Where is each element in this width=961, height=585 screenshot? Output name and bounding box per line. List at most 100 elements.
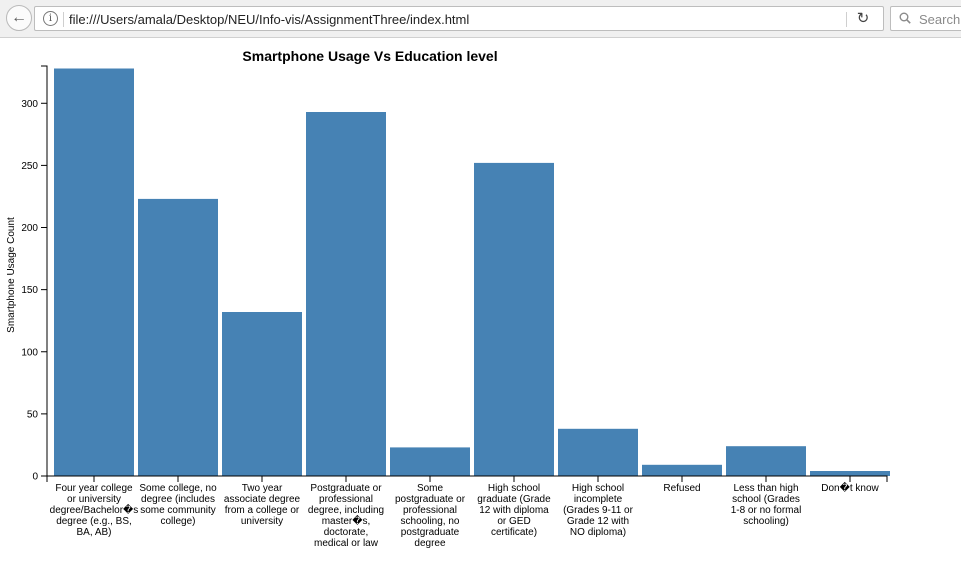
x-tick: Two year associate degree from a college o…: [224, 476, 301, 527]
back-button[interactable]: ←: [6, 5, 32, 31]
y-tick: 150: [21, 285, 47, 296]
x-tick-label-line: degree (includes: [141, 494, 215, 505]
x-tick-label-line: degree: [414, 538, 446, 549]
x-tick-label: Four year college or university degree/Bac…: [50, 483, 139, 538]
x-tick-label-line: Less than high: [733, 483, 798, 494]
x-tick-label: Refused: [663, 483, 700, 494]
x-tick-label-line: associate degree: [224, 494, 301, 505]
x-tick-label-line: professional: [403, 505, 457, 516]
bar-7: [642, 464, 722, 476]
x-tick-label-line: postgraduate: [401, 527, 460, 538]
x-tick-label-line: or university: [67, 494, 121, 505]
x-tick: Don�t know: [821, 476, 880, 494]
x-tick: High school graduate (Grade 12 with diplom…: [477, 476, 551, 538]
x-tick-label-line: degree (e.g., BS,: [56, 516, 132, 527]
bar-9: [810, 471, 890, 476]
x-tick-label: Less than high school (Grades 1-8 or no fo…: [731, 483, 802, 527]
bar-4: [390, 447, 470, 476]
x-tick-label-line: professional: [319, 494, 373, 505]
x-tick-label: Don�t know: [821, 481, 879, 494]
search-bar[interactable]: Search: [890, 6, 961, 31]
y-axis-line: [41, 65, 48, 477]
y-tick: 200: [21, 223, 47, 234]
x-tick: Refused: [663, 476, 701, 494]
bar-3: [306, 112, 386, 476]
x-tick: High school incomplete (Grades 9-11 or Grad…: [563, 476, 634, 538]
x-tick-label-line: degree/Bachelor�s: [50, 503, 139, 516]
x-tick-label-line: Postgraduate or: [310, 483, 382, 494]
x-tick-label-line: graduate (Grade: [477, 494, 551, 505]
x-tick: Some postgraduate or professional schooling…: [395, 476, 466, 549]
info-icon[interactable]: i: [43, 11, 58, 26]
x-tick-label-line: or GED: [497, 516, 530, 527]
x-tick-label-line: 12 with diploma: [479, 505, 549, 516]
reload-button[interactable]: ↻: [853, 9, 873, 29]
y-tick-label: 200: [21, 223, 38, 234]
bar-5: [474, 162, 554, 476]
y-tick-label: 0: [32, 472, 38, 483]
x-tick-label-line: BA, AB): [76, 527, 111, 538]
x-tick-label-line: Some college, no: [139, 483, 217, 494]
arrow-left-icon: ←: [11, 9, 27, 26]
y-tick: 100: [21, 347, 47, 358]
x-tick-label: Postgraduate or professional degree, inclu…: [308, 483, 384, 549]
y-axis: 0 50 100 150 200 250 300: [21, 65, 48, 483]
x-tick-label: Some postgraduate or professional schooling…: [395, 483, 466, 549]
x-tick-label: Two year associate degree from a college o…: [224, 483, 301, 527]
x-tick-label-line: Grade 12 with: [567, 516, 629, 527]
url-separator: [63, 12, 64, 27]
x-tick-label-line: master�s,: [322, 514, 371, 527]
x-tick-label-line: Don�t know: [821, 481, 879, 494]
x-tick-label-line: Four year college: [55, 483, 133, 494]
x-tick-label-line: college): [160, 516, 195, 527]
x-tick-label-line: incomplete: [574, 494, 623, 505]
x-tick-label-line: High school: [488, 483, 540, 494]
x-tick-label-line: certificate): [491, 527, 537, 538]
x-tick-label-line: postgraduate or: [395, 494, 466, 505]
x-tick-label: High school graduate (Grade 12 with diplom…: [477, 483, 551, 538]
x-tick-label-line: some community: [140, 505, 216, 516]
x-tick: Some college, no degree (includes some com…: [139, 476, 217, 527]
x-tick: Four year college or university degree/Bac…: [50, 476, 139, 538]
bar-2: [222, 312, 302, 476]
url-text[interactable]: file:///Users/amala/Desktop/NEU/Info-vis…: [69, 12, 470, 27]
bar-6: [558, 428, 638, 476]
x-tick-label-line: High school: [572, 483, 624, 494]
x-tick-label: Some college, no degree (includes some com…: [139, 483, 217, 527]
bar-1: [138, 198, 218, 476]
y-tick-label: 150: [21, 285, 38, 296]
x-tick-label: High school incomplete (Grades 9-11 or Grad…: [563, 483, 634, 538]
y-tick-label: 100: [21, 347, 38, 358]
x-tick: Postgraduate or professional degree, inclu…: [308, 476, 384, 549]
search-placeholder: Search: [919, 12, 961, 27]
x-tick-label-line: Two year: [242, 483, 283, 494]
browser-toolbar: ← i file:///Users/amala/Desktop/NEU/Info…: [0, 0, 961, 38]
bars-group: [54, 68, 890, 476]
y-axis-label: Smartphone Usage Count: [6, 217, 17, 333]
x-tick-label-line: NO diploma): [570, 527, 626, 538]
x-tick-label-line: doctorate,: [324, 527, 368, 538]
chart-title: Smartphone Usage Vs Education level: [242, 48, 497, 64]
bar-chart: Smartphone Usage Vs Education level Smar…: [6, 48, 890, 549]
y-tick-label: 250: [21, 161, 38, 172]
x-axis: Four year college or university degree/Bac…: [46, 475, 888, 549]
x-tick-label-line: 1-8 or no formal: [731, 505, 802, 516]
x-tick-label-line: degree, including: [308, 505, 384, 516]
x-tick-label-line: university: [241, 516, 283, 527]
y-tick: 250: [21, 161, 47, 172]
x-tick-label-line: schooling, no: [401, 516, 460, 527]
bar-8: [726, 446, 806, 476]
search-icon: [899, 12, 911, 24]
x-tick-label-line: (Grades 9-11 or: [563, 505, 634, 516]
y-tick: 300: [21, 99, 47, 110]
y-tick: 50: [27, 409, 47, 420]
x-tick-label-line: schooling): [743, 516, 789, 527]
x-tick: Less than high school (Grades 1-8 or no fo…: [731, 476, 802, 527]
x-tick-label-line: Refused: [663, 483, 700, 494]
x-tick-label-line: Some: [417, 483, 444, 494]
y-tick-label: 50: [27, 409, 39, 420]
reload-separator: [846, 12, 847, 27]
address-bar[interactable]: i file:///Users/amala/Desktop/NEU/Info-v…: [34, 6, 884, 31]
x-axis-line: [46, 475, 888, 482]
y-tick-label: 300: [21, 99, 38, 110]
